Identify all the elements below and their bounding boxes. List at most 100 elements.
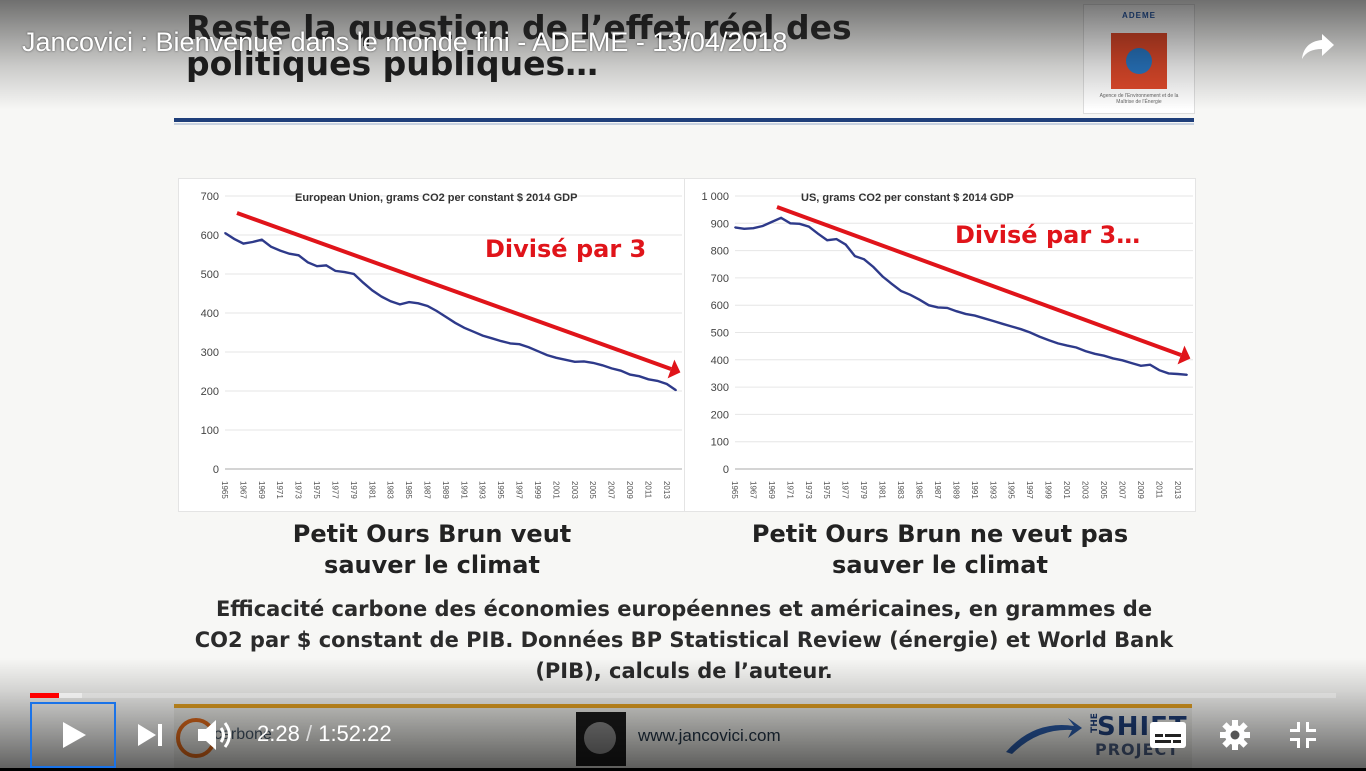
next-icon[interactable] [130,710,172,760]
data-point [1001,322,1004,325]
shift-project-swoosh-icon [1006,718,1082,754]
data-point [1158,369,1161,372]
data-point [1112,357,1115,360]
data-point [1010,325,1013,328]
data-point [789,222,792,225]
data-point [1020,328,1022,331]
exit-fullscreen-icon[interactable] [1280,710,1326,760]
share-icon[interactable] [1296,24,1340,68]
data-point [973,314,976,317]
y-tick-label: 500 [711,328,729,340]
subtitles-icon[interactable] [1144,712,1192,758]
time-current: 2:28 [257,721,300,746]
title-divider-shadow [174,123,1194,125]
x-tick-label: 1973 [804,481,813,499]
y-tick-label: 0 [723,464,729,476]
data-point [1130,362,1133,364]
x-tick-label: 1985 [404,481,413,499]
ademe-logo-text: ADEME [1122,11,1156,20]
data-point [964,313,967,315]
data-point [224,232,226,234]
data-point [500,340,503,342]
data-point [481,334,484,337]
annotation-label: Divisé par 3 [485,235,646,263]
x-tick-label: 2007 [1117,481,1126,499]
data-point [770,221,773,223]
data-point [260,238,263,241]
y-tick-label: 800 [711,246,729,258]
data-point [426,305,429,307]
x-tick-label: 2011 [1154,481,1163,499]
data-point [472,330,475,333]
data-point [325,264,328,267]
data-point [780,216,783,219]
slide-footer-rule [174,704,1192,708]
data-point [297,254,300,257]
volume-icon[interactable] [190,710,240,760]
data-point [270,245,272,248]
x-tick-label: 2007 [607,481,616,499]
chart-title: US, grams CO2 per constant $ 2014 GDP [801,192,1014,204]
data-point [955,310,958,313]
y-tick-label: 200 [201,386,219,398]
x-tick-label: 1991 [459,481,468,499]
x-tick-label: 1993 [478,481,487,499]
x-tick-label: 1979 [349,481,358,499]
footnote-line1: Efficacité carbone des économies europée… [215,597,1153,621]
title-divider [174,118,1194,122]
data-point [334,269,337,272]
data-point [343,271,346,273]
y-tick-label: 300 [201,347,219,359]
data-point [444,316,447,318]
footnote-line2: CO2 par $ constant de PIB. Données BP St… [194,628,1174,652]
video-title[interactable]: Jancovici : Bienvenue dans le monde fini… [22,27,788,57]
x-tick-label: 2013 [662,481,671,499]
x-tick-label: 2003 [1081,481,1090,499]
y-tick-label: 100 [201,425,219,437]
data-point [583,360,585,363]
data-point [1047,339,1050,342]
series-line [224,231,677,392]
y-tick-label: 500 [201,269,219,281]
data-point [362,281,364,284]
data-point [629,373,631,376]
data-point [610,367,613,370]
data-point [900,290,902,292]
ademe-logo-square [1111,33,1167,89]
play-button[interactable] [30,702,116,768]
data-point [509,342,512,345]
x-tick-label: 1967 [238,481,247,499]
trend-arrow-head [667,359,681,379]
data-point [398,303,401,306]
data-point [454,321,457,324]
progress-bar[interactable] [30,693,1336,698]
data-point [881,275,884,278]
data-point [352,273,355,275]
x-tick-label: 1987 [933,481,942,499]
x-tick-label: 1977 [330,481,339,499]
data-point [1093,352,1096,355]
x-tick-label: 1997 [1025,481,1034,499]
x-tick-label: 1971 [785,481,794,499]
time-display: 2:28 / 1:52:22 [257,721,392,747]
data-point [1103,354,1105,357]
x-tick-label: 2009 [1136,481,1145,499]
data-point [1038,335,1041,338]
author-avatar [576,712,626,766]
x-tick-label: 1999 [1044,481,1053,499]
gear-icon[interactable] [1212,710,1258,760]
x-tick-label: 1997 [515,481,524,499]
data-point [946,307,949,309]
data-point [1075,346,1078,349]
data-point [863,258,866,261]
data-point [826,239,829,242]
caption-right-line1: Petit Ours Brun ne veut pas [751,520,1129,548]
x-tick-label: 1985 [914,481,923,499]
data-point [555,356,558,359]
x-tick-label: 2005 [588,481,597,499]
caption-right: Petit Ours Brun ne veut pas sauver le cl… [720,519,1160,581]
trend-arrow-head [1177,345,1191,365]
data-point [1056,342,1059,345]
data-point [463,326,466,329]
